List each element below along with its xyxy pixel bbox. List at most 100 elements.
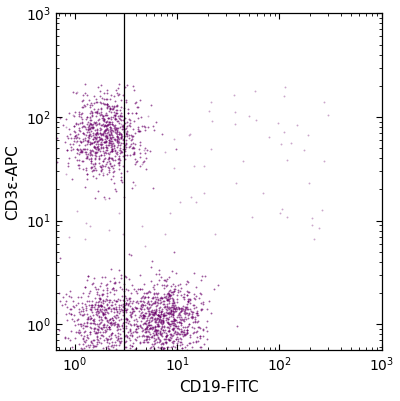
- Point: [160, 291, 167, 298]
- Point: [104, 111, 110, 118]
- Point: [93, 153, 100, 160]
- Point: [98, 302, 104, 308]
- Point: [160, 340, 166, 347]
- Point: [100, 170, 106, 176]
- Point: [96, 160, 103, 166]
- Point: [186, 311, 192, 318]
- Point: [170, 343, 176, 349]
- Point: [169, 304, 176, 311]
- Point: [116, 162, 122, 168]
- Point: [104, 145, 110, 152]
- Point: [116, 210, 122, 217]
- Point: [92, 284, 98, 290]
- Point: [106, 102, 112, 109]
- Point: [122, 338, 129, 345]
- Point: [114, 322, 120, 329]
- Point: [198, 346, 205, 353]
- Point: [106, 136, 112, 143]
- Point: [120, 91, 126, 98]
- Point: [69, 344, 76, 350]
- Point: [184, 288, 190, 294]
- Point: [72, 154, 79, 160]
- Point: [79, 120, 85, 126]
- Point: [162, 339, 168, 346]
- Point: [172, 344, 178, 350]
- Point: [98, 303, 104, 310]
- Point: [82, 236, 88, 242]
- Point: [130, 133, 137, 139]
- Point: [85, 139, 91, 146]
- Point: [123, 307, 130, 314]
- Point: [94, 334, 100, 340]
- Point: [122, 148, 128, 154]
- Point: [90, 320, 97, 326]
- Point: [148, 318, 154, 324]
- Point: [158, 339, 165, 346]
- Point: [63, 298, 70, 304]
- Point: [234, 322, 240, 329]
- Point: [153, 330, 160, 337]
- Point: [88, 155, 95, 161]
- Point: [86, 132, 92, 139]
- Point: [67, 130, 73, 137]
- Point: [195, 295, 202, 301]
- Point: [159, 344, 165, 350]
- Point: [177, 316, 183, 322]
- Point: [121, 142, 127, 149]
- Point: [162, 306, 169, 312]
- Point: [90, 136, 96, 142]
- Point: [94, 143, 101, 149]
- Point: [102, 335, 109, 341]
- Point: [98, 131, 104, 137]
- Point: [167, 337, 173, 343]
- Point: [109, 138, 115, 144]
- Point: [160, 317, 166, 323]
- Point: [89, 146, 96, 153]
- Point: [174, 325, 180, 331]
- Point: [102, 314, 108, 320]
- Point: [176, 331, 182, 337]
- Point: [174, 329, 181, 336]
- Point: [204, 336, 210, 342]
- Point: [96, 320, 102, 327]
- Point: [133, 337, 140, 343]
- Point: [161, 352, 168, 359]
- Point: [118, 131, 124, 138]
- Point: [83, 320, 90, 326]
- Point: [189, 324, 195, 330]
- Point: [115, 349, 121, 355]
- Point: [114, 90, 120, 96]
- Point: [92, 109, 99, 115]
- Point: [118, 179, 125, 186]
- Point: [152, 315, 158, 321]
- Point: [140, 336, 147, 343]
- Point: [96, 120, 103, 126]
- Point: [144, 315, 150, 322]
- Point: [97, 295, 103, 301]
- Point: [87, 114, 93, 120]
- Point: [164, 297, 170, 304]
- Point: [167, 334, 173, 340]
- Point: [170, 290, 176, 297]
- Point: [95, 302, 101, 308]
- Point: [180, 333, 187, 340]
- Point: [136, 333, 142, 340]
- Point: [141, 313, 147, 319]
- Point: [163, 333, 170, 340]
- Point: [92, 160, 98, 167]
- Point: [98, 141, 104, 147]
- Point: [97, 296, 103, 302]
- Point: [121, 304, 128, 311]
- Point: [201, 340, 207, 347]
- Point: [150, 330, 156, 336]
- Point: [98, 136, 105, 142]
- Point: [107, 278, 113, 285]
- Point: [100, 322, 106, 328]
- Point: [96, 352, 102, 358]
- Point: [108, 135, 114, 141]
- Point: [93, 135, 100, 142]
- Point: [109, 286, 116, 292]
- Point: [94, 128, 100, 135]
- Point: [178, 336, 184, 342]
- Point: [112, 112, 118, 119]
